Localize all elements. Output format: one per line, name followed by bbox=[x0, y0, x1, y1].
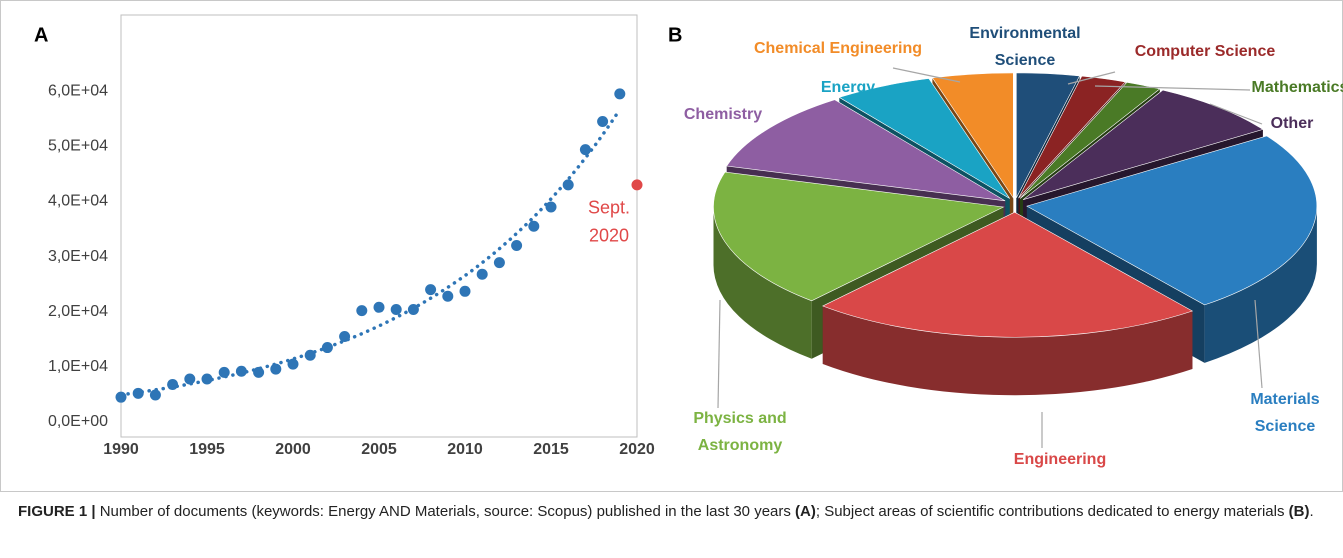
point bbox=[442, 290, 454, 302]
slice-label: Computer Science bbox=[1134, 43, 1276, 60]
y-tick-label: 3,0E+04 bbox=[48, 248, 108, 265]
slice-label: Environmental Science bbox=[969, 25, 1081, 69]
leader-line bbox=[1254, 299, 1263, 389]
point bbox=[493, 257, 505, 269]
panel-label: A bbox=[34, 24, 48, 46]
point bbox=[631, 179, 643, 191]
slice bbox=[822, 211, 1194, 338]
point bbox=[579, 144, 591, 156]
y-tick-label: 0,0E+00 bbox=[48, 413, 108, 430]
point bbox=[545, 201, 557, 213]
caption-text: Number of documents (keywords: Energy AN… bbox=[99, 503, 791, 520]
caption-ref: (A) bbox=[795, 503, 816, 520]
leader-line bbox=[717, 299, 721, 409]
slice-label: Physics and Astronomy bbox=[693, 410, 787, 454]
y-tick-label: 4,0E+04 bbox=[48, 193, 108, 210]
point bbox=[390, 304, 402, 316]
point bbox=[356, 305, 368, 317]
leader-line bbox=[1094, 85, 1251, 91]
slice-label: Materials Science bbox=[1250, 391, 1320, 435]
point bbox=[614, 88, 626, 100]
slice-label: Chemical Engineering bbox=[753, 40, 923, 57]
point bbox=[597, 115, 609, 127]
slice bbox=[713, 171, 1005, 302]
point bbox=[253, 366, 265, 378]
y-tick-label: 5,0E+04 bbox=[48, 138, 108, 155]
slice-label: Chemistry bbox=[683, 106, 763, 123]
slice-label: Engineering bbox=[1013, 451, 1107, 468]
point bbox=[115, 391, 127, 403]
y-tick-label: 2,0E+04 bbox=[48, 303, 108, 320]
point bbox=[270, 363, 282, 375]
slice bbox=[838, 78, 1010, 199]
point bbox=[373, 301, 385, 313]
charts: A 0,0E+00 1,0E+04 2,0E+04 3,0E+04 4,0E+04 5,0E… bbox=[34, 14, 1318, 458]
point bbox=[321, 342, 333, 354]
caption-text: ; Subject areas of scientific contributi… bbox=[815, 503, 1285, 520]
point bbox=[184, 373, 196, 385]
plot-frame bbox=[120, 14, 638, 438]
x-tick-label: 2010 bbox=[447, 441, 483, 458]
panel-label: B bbox=[668, 24, 682, 46]
caption-text: . bbox=[1309, 503, 1314, 520]
leader-line bbox=[892, 67, 961, 83]
point bbox=[287, 358, 299, 370]
slice bbox=[1026, 135, 1318, 306]
point bbox=[149, 389, 161, 401]
point bbox=[476, 268, 488, 280]
slice-label: Other bbox=[1270, 115, 1314, 132]
leader-line bbox=[1067, 71, 1116, 85]
slice-label: Energy bbox=[820, 79, 876, 96]
point bbox=[528, 220, 540, 232]
slice bbox=[726, 99, 1006, 202]
x-tick-label: 1995 bbox=[189, 441, 225, 458]
point bbox=[218, 366, 230, 378]
point bbox=[339, 331, 351, 343]
annotation: 2020 bbox=[589, 226, 629, 246]
slice-side bbox=[822, 306, 1193, 396]
slice bbox=[1019, 81, 1161, 199]
x-tick-label: 1990 bbox=[103, 441, 139, 458]
x-tick-label: 2005 bbox=[361, 441, 397, 458]
trendline bbox=[119, 107, 622, 397]
slice-label: Mathematics bbox=[1251, 79, 1343, 96]
x-tick-label: 2020 bbox=[619, 441, 655, 458]
x-tick-label: 2000 bbox=[275, 441, 311, 458]
point bbox=[425, 284, 437, 296]
caption-ref: (B) bbox=[1288, 503, 1310, 520]
point bbox=[167, 379, 179, 391]
x-tick-label: 2015 bbox=[533, 441, 569, 458]
point bbox=[201, 373, 213, 385]
point bbox=[562, 179, 574, 191]
y-tick-label: 1,0E+04 bbox=[48, 358, 108, 375]
y-tick-label: 6,0E+04 bbox=[48, 82, 108, 99]
leader-line bbox=[1209, 103, 1263, 125]
slice-side bbox=[713, 207, 812, 359]
slice bbox=[931, 72, 1014, 199]
point bbox=[235, 365, 247, 377]
point bbox=[511, 240, 523, 252]
point bbox=[407, 304, 419, 316]
point bbox=[459, 285, 471, 297]
slice bbox=[1018, 75, 1126, 199]
point bbox=[132, 387, 144, 399]
annotation: Sept. bbox=[588, 198, 630, 218]
slice bbox=[1015, 72, 1081, 198]
caption-label: FIGURE 1 | bbox=[18, 503, 96, 520]
caption: FIGURE 1 | Number of documents (keywords… bbox=[18, 500, 1318, 524]
slice-side bbox=[1204, 206, 1317, 363]
point bbox=[304, 349, 316, 361]
